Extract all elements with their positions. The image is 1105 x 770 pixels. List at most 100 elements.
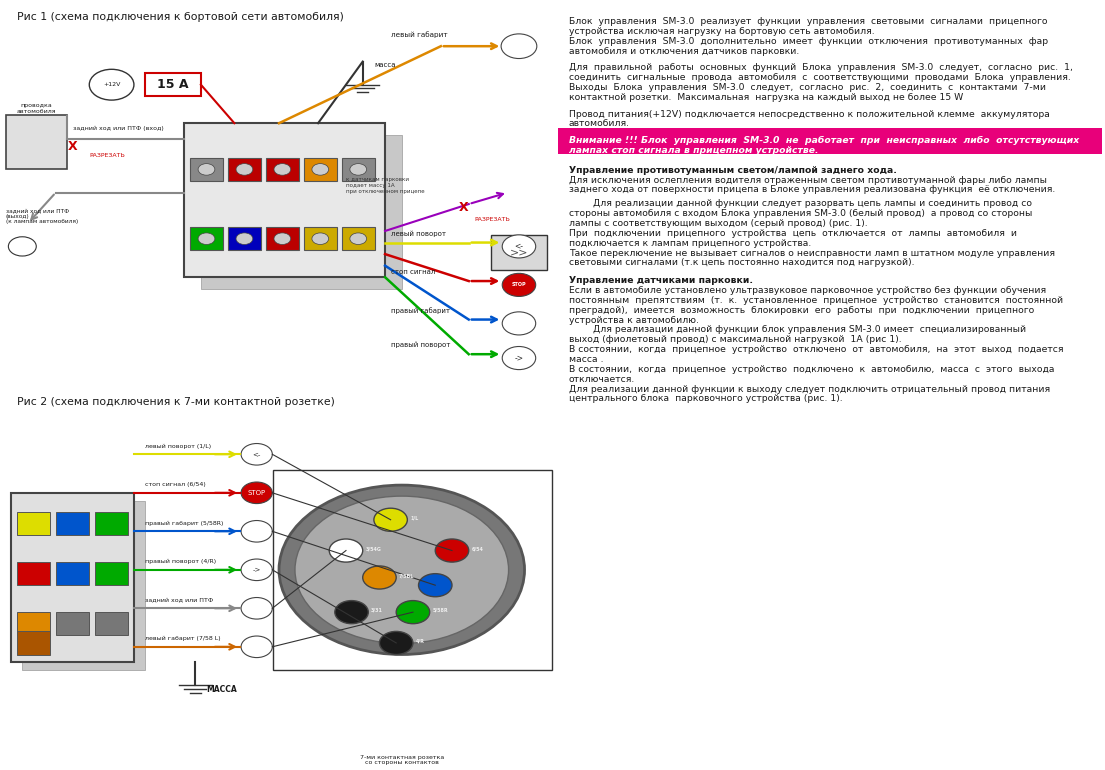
Circle shape <box>90 69 134 100</box>
Text: Для реализации данной функции блок управления SM-3.0 имеет  специализированный: Для реализации данной функции блок управ… <box>569 326 1027 334</box>
Text: правый поворот: правый поворот <box>391 342 450 348</box>
Text: соединить  сигнальные  провода  автомобиля  с  соответствующими  проводами  Блок: соединить сигнальные провода автомобиля … <box>569 73 1071 82</box>
Bar <box>190 158 223 181</box>
Text: Блок  управления  SM-3.0  дополнительно  имеет  функции  отключения  противотума: Блок управления SM-3.0 дополнительно име… <box>569 37 1048 45</box>
Circle shape <box>435 539 469 562</box>
Text: заднего хода от поверхности прицепа в Блоке управления реализована функция  её о: заднего хода от поверхности прицепа в Бл… <box>569 186 1055 195</box>
Text: Если в автомобиле установлено ультразвуковое парковочное устройство без функции : Если в автомобиле установлено ультразвук… <box>569 286 1046 295</box>
Text: Блок  управления  SM-3.0  реализует  функции  управления  световыми  сигналами  : Блок управления SM-3.0 реализует функции… <box>569 17 1048 26</box>
Circle shape <box>501 34 537 59</box>
Text: В состоянии,  когда  прицепное  устройство  отключено  от  автомобиля,  на  этот: В состоянии, когда прицепное устройство … <box>569 345 1063 354</box>
Text: левый габарит: левый габарит <box>391 32 448 38</box>
Text: масса: масса <box>373 62 396 69</box>
Bar <box>17 562 50 585</box>
Bar <box>17 631 50 654</box>
Text: 3/54G: 3/54G <box>366 546 381 551</box>
Text: проводка
автомобиля: проводка автомобиля <box>17 102 56 114</box>
Bar <box>95 512 128 535</box>
Text: 6/54: 6/54 <box>472 546 483 551</box>
Circle shape <box>502 312 536 335</box>
Text: 7/5BL: 7/5BL <box>399 573 414 578</box>
Circle shape <box>198 164 214 175</box>
Text: выход (фиолетовый провод) с максимальной нагрузкой  1А (рис 1).: выход (фиолетовый провод) с максимальной… <box>569 335 902 344</box>
Text: отключается.: отключается. <box>569 375 635 383</box>
Text: стоп сигнал: стоп сигнал <box>391 270 435 275</box>
Circle shape <box>241 444 272 465</box>
Text: Провод питания(+12V) подключается непосредственно к положительной клемме  аккуму: Провод питания(+12V) подключается непоср… <box>569 109 1050 119</box>
Text: стоп сигнал (6/54): стоп сигнал (6/54) <box>145 482 206 487</box>
Text: 4/R: 4/R <box>415 638 424 644</box>
Text: X: X <box>67 140 77 152</box>
Text: стороны автомобиля с входом Блока управления SM-3.0 (белый провод)  а провод со : стороны автомобиля с входом Блока управл… <box>569 209 1032 218</box>
Circle shape <box>9 237 36 256</box>
Bar <box>304 158 337 181</box>
Circle shape <box>295 496 508 644</box>
Bar <box>341 227 375 250</box>
Bar <box>22 500 145 670</box>
Text: контактной розетки.  Максимальная  нагрузка на каждый выход не более 15 W: контактной розетки. Максимальная нагрузк… <box>569 93 964 102</box>
Text: правый габарит (5/58R): правый габарит (5/58R) <box>145 521 223 525</box>
Circle shape <box>274 164 291 175</box>
Text: РАЗРЕЗАТЬ: РАЗРЕЗАТЬ <box>90 153 125 159</box>
Circle shape <box>241 482 272 504</box>
Text: Внимание !!! Блок  управления  SM-3.0  не  работает  при  неисправных  либо  отс: Внимание !!! Блок управления SM-3.0 не р… <box>569 136 1080 146</box>
Text: постоянным  препятствиям  (т.  к.  установленное  прицепное  устройство  станови: постоянным препятствиям (т. к. установле… <box>569 296 1063 305</box>
Text: STOP: STOP <box>248 490 266 496</box>
Text: масса .: масса . <box>569 355 603 364</box>
Circle shape <box>241 598 272 619</box>
Text: STOP: STOP <box>512 283 526 287</box>
Circle shape <box>198 233 214 245</box>
Bar <box>17 512 50 535</box>
Text: В состоянии,  когда  прицепное  устройство  подключено  к  автомобилю,  масса  с: В состоянии, когда прицепное устройство … <box>569 365 1054 374</box>
Text: +12V: +12V <box>103 82 120 87</box>
Circle shape <box>274 233 291 245</box>
Text: РАЗРЕЗАТЬ: РАЗРЕЗАТЬ <box>474 217 511 222</box>
Circle shape <box>502 235 536 258</box>
Text: задний ход или ПТФ (вход): задний ход или ПТФ (вход) <box>73 126 164 131</box>
Text: ->: -> <box>253 567 261 573</box>
Text: автомобиля и отключения датчиков парковки.: автомобиля и отключения датчиков парковк… <box>569 46 799 55</box>
Bar <box>55 612 90 635</box>
Circle shape <box>379 631 413 654</box>
Text: Для исключения ослепления водителя отраженным светом противотуманной фары либо л: Для исключения ослепления водителя отраж… <box>569 176 1046 185</box>
Text: 1/L: 1/L <box>410 515 419 521</box>
Text: 7-ми контактная розетка
со стороны контактов: 7-ми контактная розетка со стороны конта… <box>359 755 444 765</box>
Text: Управление датчиками парковки.: Управление датчиками парковки. <box>569 276 753 285</box>
Text: Такое переключение не вызывает сигналов о неисправности ламп в штатном модуле уп: Такое переключение не вызывает сигналов … <box>569 249 1055 257</box>
Text: левый габарит (7/58 L): левый габарит (7/58 L) <box>145 636 221 641</box>
Text: 3/31: 3/31 <box>371 608 383 613</box>
Text: Рис 2 (схема подключения к 7-ми контактной розетке): Рис 2 (схема подключения к 7-ми контактн… <box>17 397 335 407</box>
Circle shape <box>373 508 408 531</box>
Text: правый габарит: правый габарит <box>391 307 450 314</box>
Circle shape <box>350 164 367 175</box>
Bar <box>55 512 90 535</box>
Bar <box>145 73 201 96</box>
Text: Для реализации данной функции к выходу следует подключить отрицательный провод п: Для реализации данной функции к выходу с… <box>569 384 1050 393</box>
Bar <box>491 235 547 270</box>
Text: левый поворот (1/L): левый поворот (1/L) <box>145 444 211 448</box>
Text: Выходы  Блока  управления  SM-3.0  следует,  согласно  рис.  2,  соединить  с  к: Выходы Блока управления SM-3.0 следует, … <box>569 83 1046 92</box>
Text: 5/58R: 5/58R <box>432 608 449 613</box>
Bar <box>190 227 223 250</box>
Text: Управление противотуманным светом/лампой заднего хода.: Управление противотуманным светом/лампой… <box>569 166 897 175</box>
Bar <box>17 612 50 635</box>
Text: Для  правильной  работы  основных  функций  Блока  управления  SM-3.0  следует, : Для правильной работы основных функций Б… <box>569 63 1073 72</box>
Bar <box>185 123 385 277</box>
Circle shape <box>419 574 452 597</box>
Text: правый поворот (4/R): правый поворот (4/R) <box>145 559 217 564</box>
Bar <box>265 227 299 250</box>
Bar <box>55 562 90 585</box>
Bar <box>341 158 375 181</box>
Text: устройства к автомобилю.: устройства к автомобилю. <box>569 316 698 325</box>
Bar <box>95 562 128 585</box>
Text: задний ход или ПТФ
(выход)
(к лампам автомобиля): задний ход или ПТФ (выход) (к лампам авт… <box>6 208 77 225</box>
Circle shape <box>278 485 525 654</box>
Bar <box>558 129 1102 154</box>
Text: ->: -> <box>515 353 524 363</box>
Text: <-: <- <box>253 451 261 457</box>
Circle shape <box>362 566 397 589</box>
Bar <box>95 612 128 635</box>
Circle shape <box>236 164 253 175</box>
Text: подключается к лампам прицепного устройства.: подключается к лампам прицепного устройс… <box>569 239 811 248</box>
Text: <-: <- <box>515 242 524 251</box>
